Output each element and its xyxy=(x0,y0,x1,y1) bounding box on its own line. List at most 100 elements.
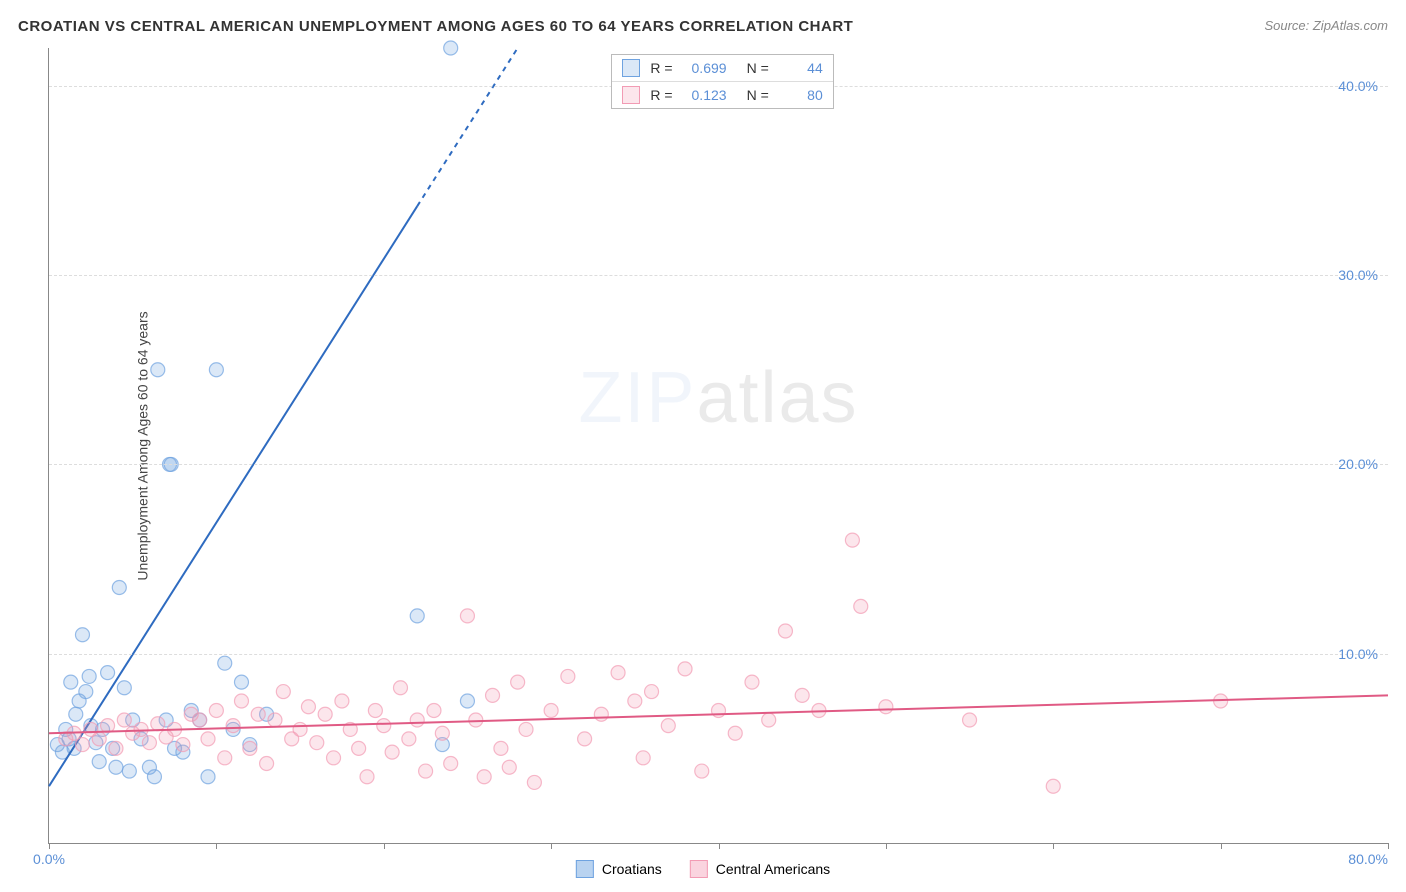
scatter-point xyxy=(293,722,307,736)
scatter-point xyxy=(69,707,83,721)
legend: Croatians Central Americans xyxy=(576,860,830,878)
scatter-point xyxy=(419,764,433,778)
scatter-point xyxy=(101,666,115,680)
scatter-point xyxy=(109,760,123,774)
scatter-point xyxy=(226,719,240,733)
x-tick xyxy=(216,843,217,849)
scatter-point xyxy=(628,694,642,708)
scatter-point xyxy=(310,736,324,750)
scatter-point xyxy=(243,741,257,755)
x-tick-label: 80.0% xyxy=(1348,851,1388,867)
scatter-point xyxy=(352,741,366,755)
scatter-point xyxy=(845,533,859,547)
scatter-point xyxy=(122,764,136,778)
trend-line-dashed xyxy=(417,48,517,206)
scatter-point xyxy=(79,685,93,699)
scatter-point xyxy=(234,694,248,708)
scatter-point xyxy=(92,732,106,746)
x-tick xyxy=(49,843,50,849)
scatter-point xyxy=(611,666,625,680)
legend-label: Croatians xyxy=(602,861,662,877)
scatter-point xyxy=(678,662,692,676)
legend-swatch xyxy=(576,860,594,878)
scatter-point xyxy=(327,751,341,765)
r-value: 0.699 xyxy=(683,60,727,76)
stats-row: R =0.699N =44 xyxy=(612,55,832,82)
scatter-point xyxy=(218,751,232,765)
scatter-point xyxy=(544,704,558,718)
legend-label: Central Americans xyxy=(716,861,830,877)
n-label: N = xyxy=(747,87,769,103)
r-label: R = xyxy=(650,87,672,103)
scatter-point xyxy=(218,656,232,670)
chart-title: CROATIAN VS CENTRAL AMERICAN UNEMPLOYMEN… xyxy=(18,18,853,35)
scatter-point xyxy=(151,717,165,731)
x-tick xyxy=(1221,843,1222,849)
scatter-point xyxy=(335,694,349,708)
correlation-stats-box: R =0.699N =44R =0.123N =80 xyxy=(611,54,833,109)
scatter-point xyxy=(318,707,332,721)
legend-item: Croatians xyxy=(576,860,662,878)
y-tick-label: 30.0% xyxy=(1338,267,1378,283)
scatter-point xyxy=(695,764,709,778)
scatter-point xyxy=(854,599,868,613)
scatter-point xyxy=(444,41,458,55)
scatter-point xyxy=(435,726,449,740)
scatter-point xyxy=(519,722,533,736)
scatter-point xyxy=(82,669,96,683)
scatter-point xyxy=(460,694,474,708)
scatter-point xyxy=(502,760,516,774)
y-tick-label: 20.0% xyxy=(1338,456,1378,472)
x-tick xyxy=(384,843,385,849)
scatter-point xyxy=(209,363,223,377)
scatter-point xyxy=(368,704,382,718)
trend-line xyxy=(49,206,417,786)
scatter-point xyxy=(494,741,508,755)
scatter-point xyxy=(385,745,399,759)
scatter-point xyxy=(486,688,500,702)
scatter-point xyxy=(147,770,161,784)
scatter-point xyxy=(636,751,650,765)
scatter-point xyxy=(1046,779,1060,793)
scatter-point xyxy=(645,685,659,699)
scatter-point xyxy=(301,700,315,714)
scatter-point xyxy=(427,704,441,718)
scatter-point xyxy=(360,770,374,784)
scatter-svg xyxy=(49,48,1388,843)
scatter-point xyxy=(75,628,89,642)
r-label: R = xyxy=(650,60,672,76)
x-tick xyxy=(719,843,720,849)
scatter-point xyxy=(527,775,541,789)
scatter-point xyxy=(561,669,575,683)
scatter-point xyxy=(117,713,131,727)
source-attribution: Source: ZipAtlas.com xyxy=(1264,18,1388,33)
scatter-point xyxy=(75,738,89,752)
n-label: N = xyxy=(747,60,769,76)
series-swatch xyxy=(622,59,640,77)
gridline xyxy=(49,464,1388,465)
x-tick xyxy=(551,843,552,849)
scatter-point xyxy=(176,738,190,752)
scatter-point xyxy=(276,685,290,699)
scatter-point xyxy=(963,713,977,727)
scatter-point xyxy=(260,757,274,771)
scatter-point xyxy=(201,732,215,746)
scatter-point xyxy=(511,675,525,689)
scatter-point xyxy=(460,609,474,623)
scatter-point xyxy=(745,675,759,689)
scatter-point xyxy=(117,681,131,695)
scatter-point xyxy=(778,624,792,638)
x-tick xyxy=(886,843,887,849)
scatter-point xyxy=(402,732,416,746)
scatter-point xyxy=(410,609,424,623)
y-tick-label: 40.0% xyxy=(1338,78,1378,94)
scatter-point xyxy=(64,675,78,689)
plot-area: ZIPatlas R =0.699N =44R =0.123N =80 10.0… xyxy=(48,48,1388,844)
stats-row: R =0.123N =80 xyxy=(612,82,832,108)
legend-swatch xyxy=(690,860,708,878)
scatter-point xyxy=(444,757,458,771)
scatter-point xyxy=(142,736,156,750)
scatter-point xyxy=(251,707,265,721)
scatter-point xyxy=(594,707,608,721)
scatter-point xyxy=(377,719,391,733)
